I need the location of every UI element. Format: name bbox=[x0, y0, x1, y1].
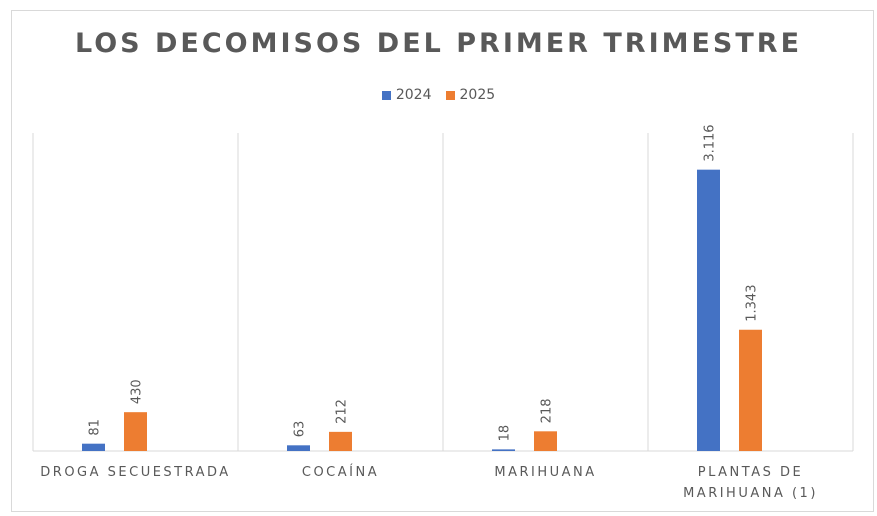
bar-2024-2 bbox=[492, 449, 515, 451]
chart-title: LOS DECOMISOS DEL PRIMER TRIMESTRE bbox=[74, 28, 803, 59]
legend-swatch-2024 bbox=[381, 90, 391, 100]
category-label-2: MARIHUANA bbox=[494, 465, 596, 480]
legend-item-2024: 2024 bbox=[381, 87, 432, 103]
data-label-2025-3: 1.343 bbox=[745, 285, 760, 322]
legend-swatch-2025 bbox=[445, 90, 455, 100]
bar-2024-1 bbox=[287, 445, 310, 451]
bar-2024-3 bbox=[697, 169, 720, 451]
category-label-1: COCAÍNA bbox=[302, 464, 379, 480]
data-label-2024-1: 63 bbox=[293, 421, 308, 438]
data-label-2025-0: 430 bbox=[130, 379, 145, 404]
data-label-2024-2: 18 bbox=[498, 425, 513, 442]
data-label-2025-1: 212 bbox=[335, 399, 350, 424]
bar-2025-1 bbox=[329, 431, 352, 451]
data-label-2024-0: 81 bbox=[88, 419, 103, 436]
legend: 2024 2025 bbox=[0, 87, 877, 103]
category-label-0: DROGA SECUESTRADA bbox=[40, 465, 230, 480]
bar-2024-0 bbox=[82, 443, 105, 451]
chart-frame bbox=[11, 10, 874, 512]
category-label-3: PLANTAS DE bbox=[698, 465, 803, 480]
bar-2025-0 bbox=[124, 412, 147, 451]
legend-item-2025: 2025 bbox=[445, 87, 496, 103]
category-label-3: MARIHUANA (1) bbox=[683, 486, 818, 501]
data-label-2025-2: 218 bbox=[540, 398, 555, 423]
legend-label-2025: 2025 bbox=[459, 87, 496, 103]
bar-2025-3 bbox=[739, 329, 762, 451]
bar-2025-2 bbox=[534, 431, 557, 451]
data-label-2024-3: 3.116 bbox=[703, 124, 718, 161]
legend-label-2024: 2024 bbox=[395, 87, 432, 103]
